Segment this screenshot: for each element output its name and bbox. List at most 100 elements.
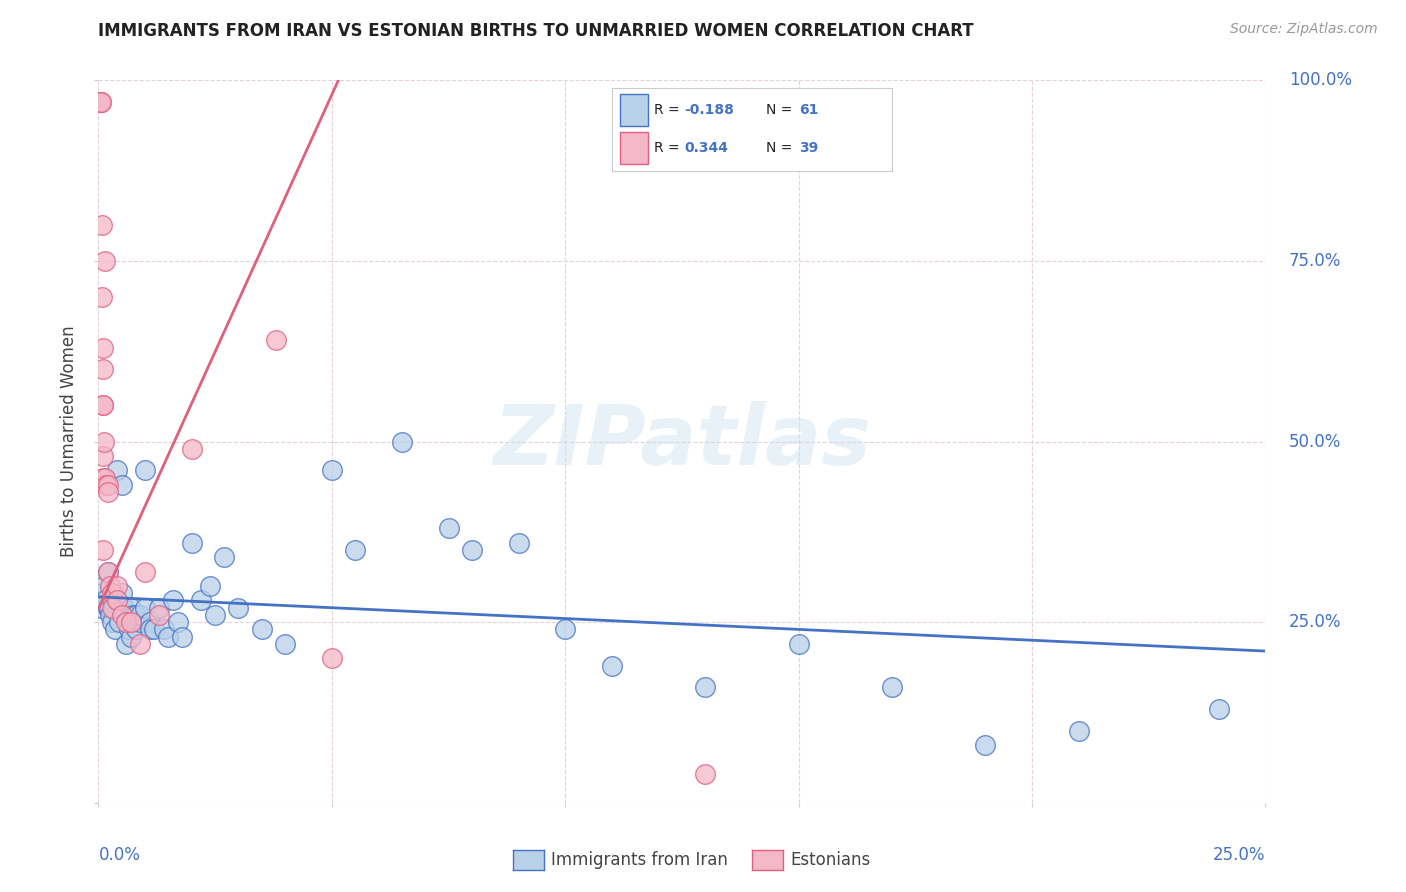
Point bbox=[112, 600, 135, 615]
Point bbox=[148, 607, 170, 622]
Point bbox=[974, 738, 997, 752]
Point bbox=[108, 615, 131, 630]
Point bbox=[118, 623, 141, 637]
Point bbox=[166, 615, 188, 630]
Text: 50.0%: 50.0% bbox=[1289, 433, 1341, 450]
Point bbox=[274, 637, 297, 651]
Point bbox=[96, 478, 118, 492]
Text: IMMIGRANTS FROM IRAN VS ESTONIAN BIRTHS TO UNMARRIED WOMEN CORRELATION CHART: IMMIGRANTS FROM IRAN VS ESTONIAN BIRTHS … bbox=[98, 22, 974, 40]
Point bbox=[125, 623, 148, 637]
Text: 0.0%: 0.0% bbox=[98, 847, 141, 864]
Point bbox=[134, 463, 156, 477]
Point bbox=[162, 593, 184, 607]
Point bbox=[105, 463, 128, 477]
Point bbox=[600, 658, 623, 673]
Text: Source: ZipAtlas.com: Source: ZipAtlas.com bbox=[1230, 22, 1378, 37]
Text: Estonians: Estonians bbox=[790, 851, 870, 869]
Point bbox=[139, 623, 162, 637]
Point bbox=[101, 593, 124, 607]
Point bbox=[152, 623, 174, 637]
Point bbox=[204, 607, 226, 622]
Point bbox=[250, 623, 273, 637]
Point bbox=[94, 253, 117, 268]
Point bbox=[97, 565, 120, 579]
Point bbox=[554, 623, 576, 637]
Point bbox=[139, 615, 162, 630]
Point bbox=[115, 637, 138, 651]
Point bbox=[89, 95, 111, 109]
Point bbox=[90, 218, 112, 232]
Point bbox=[695, 767, 717, 781]
Point bbox=[91, 542, 114, 557]
Point bbox=[120, 630, 142, 644]
Point bbox=[157, 630, 180, 644]
Point bbox=[93, 434, 115, 449]
Point bbox=[89, 95, 111, 109]
Point bbox=[111, 478, 134, 492]
Point bbox=[89, 95, 111, 109]
Point bbox=[264, 334, 287, 348]
Point bbox=[461, 542, 484, 557]
Point bbox=[228, 600, 250, 615]
Point bbox=[134, 600, 156, 615]
Point bbox=[200, 579, 222, 593]
Point bbox=[134, 565, 156, 579]
Point bbox=[508, 535, 530, 549]
Point bbox=[105, 579, 128, 593]
Text: 75.0%: 75.0% bbox=[1289, 252, 1341, 270]
Point bbox=[91, 470, 114, 484]
Point bbox=[97, 478, 120, 492]
Point bbox=[344, 542, 367, 557]
Point bbox=[94, 593, 117, 607]
Point bbox=[125, 607, 148, 622]
Point bbox=[89, 95, 111, 109]
Text: ZIPatlas: ZIPatlas bbox=[494, 401, 870, 482]
Point bbox=[122, 607, 145, 622]
Y-axis label: Births to Unmarried Women: Births to Unmarried Women bbox=[60, 326, 79, 558]
Point bbox=[101, 600, 124, 615]
Point bbox=[111, 607, 134, 622]
Point bbox=[101, 615, 124, 630]
Point bbox=[90, 290, 112, 304]
Point bbox=[97, 565, 120, 579]
Point bbox=[90, 95, 112, 109]
Text: 25.0%: 25.0% bbox=[1213, 847, 1265, 864]
Point bbox=[148, 600, 170, 615]
Point bbox=[1208, 702, 1230, 716]
Point bbox=[97, 600, 120, 615]
Point bbox=[172, 630, 194, 644]
Point bbox=[129, 615, 152, 630]
Point bbox=[111, 586, 134, 600]
Point bbox=[115, 615, 138, 630]
Point bbox=[190, 593, 212, 607]
Point bbox=[105, 593, 128, 607]
Point bbox=[97, 485, 120, 500]
Point bbox=[105, 593, 128, 607]
Point bbox=[321, 463, 343, 477]
Point bbox=[787, 637, 810, 651]
Point bbox=[97, 600, 120, 615]
Point bbox=[89, 95, 111, 109]
Point bbox=[93, 579, 115, 593]
Point bbox=[91, 362, 114, 376]
Point bbox=[695, 680, 717, 694]
Point bbox=[103, 600, 125, 615]
Text: Immigrants from Iran: Immigrants from Iran bbox=[551, 851, 728, 869]
Point bbox=[91, 398, 114, 412]
Point bbox=[91, 449, 114, 463]
Point bbox=[180, 442, 202, 456]
Point bbox=[94, 470, 117, 484]
Point bbox=[214, 550, 236, 565]
Point bbox=[1067, 723, 1090, 738]
Point bbox=[321, 651, 343, 665]
Point bbox=[90, 95, 112, 109]
Point bbox=[89, 95, 111, 109]
Point bbox=[104, 623, 127, 637]
Point bbox=[391, 434, 413, 449]
Point bbox=[129, 607, 152, 622]
Text: 25.0%: 25.0% bbox=[1289, 613, 1341, 632]
Point bbox=[120, 600, 142, 615]
Point bbox=[129, 637, 152, 651]
Point bbox=[120, 615, 142, 630]
Text: 100.0%: 100.0% bbox=[1289, 71, 1351, 89]
